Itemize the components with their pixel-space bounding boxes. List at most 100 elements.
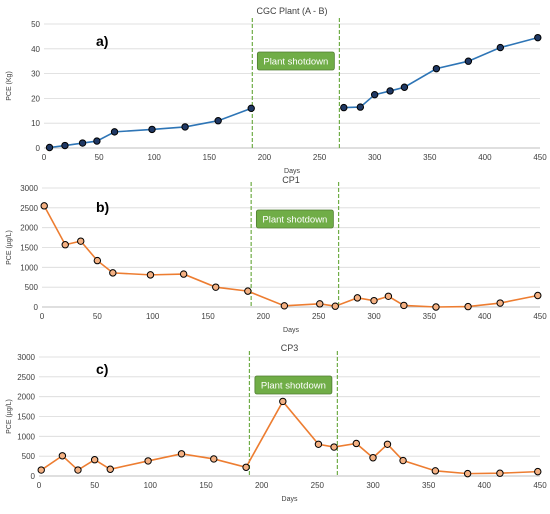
y-tick-label: 2000 xyxy=(20,224,38,233)
x-tick-label: 300 xyxy=(367,312,381,321)
y-axis-label: PCE (µg/L) xyxy=(6,399,13,434)
data-point xyxy=(370,90,379,99)
x-axis-label: Days xyxy=(282,496,298,503)
x-tick-label: 200 xyxy=(258,153,272,162)
data-point xyxy=(384,292,393,300)
data-point xyxy=(432,303,440,311)
data-point xyxy=(210,455,218,463)
data-point xyxy=(106,465,114,473)
data-point xyxy=(212,283,220,291)
x-tick-label: 450 xyxy=(533,312,547,321)
y-tick-label: 50 xyxy=(31,20,40,29)
y-tick-label: 0 xyxy=(34,303,39,312)
data-point xyxy=(148,125,156,134)
y-tick-label: 20 xyxy=(31,94,40,103)
data-point xyxy=(61,141,69,150)
y-tick-label: 1500 xyxy=(20,244,38,253)
x-tick-label: 450 xyxy=(533,153,547,162)
y-tick-label: 40 xyxy=(31,45,40,54)
data-point xyxy=(353,294,362,302)
data-point xyxy=(144,457,152,465)
y-tick-label: 1000 xyxy=(20,263,38,272)
data-point xyxy=(146,271,155,279)
data-point xyxy=(534,467,542,476)
x-tick-label: 50 xyxy=(95,153,104,162)
x-tick-label: 50 xyxy=(93,312,102,321)
x-tick-label: 150 xyxy=(201,312,215,321)
chart-title: CP3 xyxy=(281,343,299,353)
x-tick-label: 50 xyxy=(90,481,99,490)
annotation-box xyxy=(255,209,334,229)
x-tick-label: 350 xyxy=(422,481,436,490)
data-point xyxy=(400,301,408,310)
data-point xyxy=(432,64,441,73)
x-tick-label: 400 xyxy=(478,153,492,162)
x-tick-label: 250 xyxy=(312,312,326,321)
data-point xyxy=(496,43,505,52)
data-point xyxy=(369,454,377,462)
data-point xyxy=(383,440,392,448)
data-point xyxy=(534,33,542,42)
y-tick-label: 3000 xyxy=(20,184,38,193)
x-tick-label: 150 xyxy=(199,481,213,490)
x-tick-label: 350 xyxy=(423,153,437,162)
data-point xyxy=(356,103,365,111)
data-point xyxy=(247,104,255,113)
data-point xyxy=(280,302,289,310)
data-point xyxy=(74,466,82,474)
y-tick-label: 500 xyxy=(25,283,39,292)
data-point xyxy=(181,123,189,131)
data-point xyxy=(93,256,102,265)
data-point xyxy=(463,469,472,478)
annotation-label: Plant shotdown xyxy=(261,381,326,392)
x-tick-label: 0 xyxy=(40,312,45,321)
annotation-box xyxy=(254,375,333,395)
data-point xyxy=(109,269,117,277)
data-point xyxy=(93,137,101,145)
panel-label: c) xyxy=(96,361,108,377)
panel-b: CP1 0 500 1000 1500 2000 2500 3000 0 50 100 150 200 2… xyxy=(6,175,547,334)
x-axis-label: Days xyxy=(284,168,300,175)
y-tick-label: 2500 xyxy=(20,204,38,213)
x-axis-label: Days xyxy=(283,327,299,334)
data-point xyxy=(496,469,504,477)
y-axis-label: PCE (µg/L) xyxy=(6,230,13,265)
x-tick-label: 100 xyxy=(148,153,162,162)
annotation-label: Plant shotdown xyxy=(262,215,327,226)
annotation-box xyxy=(256,51,335,71)
data-point xyxy=(37,466,45,474)
panel-label: a) xyxy=(96,33,108,49)
y-tick-label: 30 xyxy=(31,70,40,79)
data-point xyxy=(386,87,394,95)
chart-title: CP1 xyxy=(282,175,300,185)
data-point xyxy=(314,440,323,448)
x-tick-label: 250 xyxy=(311,481,325,490)
x-tick-label: 250 xyxy=(313,153,327,162)
data-point xyxy=(496,299,504,307)
data-point xyxy=(58,452,67,460)
x-tick-label: 350 xyxy=(423,312,437,321)
data-point xyxy=(400,83,409,91)
x-tick-label: 200 xyxy=(255,481,269,490)
x-tick-label: 300 xyxy=(366,481,380,490)
x-tick-label: 400 xyxy=(478,312,492,321)
data-point xyxy=(464,302,472,311)
data-point xyxy=(352,439,360,448)
data-point xyxy=(331,302,339,310)
x-tick-label: 300 xyxy=(368,153,382,162)
x-tick-label: 100 xyxy=(146,312,160,321)
x-tick-label: 450 xyxy=(533,481,547,490)
x-tick-label: 200 xyxy=(257,312,271,321)
x-tick-label: 0 xyxy=(37,481,42,490)
data-point xyxy=(464,57,473,65)
data-point xyxy=(399,456,407,465)
y-tick-label: 10 xyxy=(31,119,40,128)
data-point xyxy=(370,296,378,305)
data-point xyxy=(90,456,99,464)
panel-c: CP3 0 500 1000 1500 2000 2500 3000 0 50 100 150 200 2… xyxy=(6,343,547,503)
x-tick-label: 400 xyxy=(478,481,492,490)
y-tick-label: 0 xyxy=(36,144,41,153)
data-point xyxy=(45,143,54,152)
annotation-label: Plant shotdown xyxy=(263,57,328,68)
